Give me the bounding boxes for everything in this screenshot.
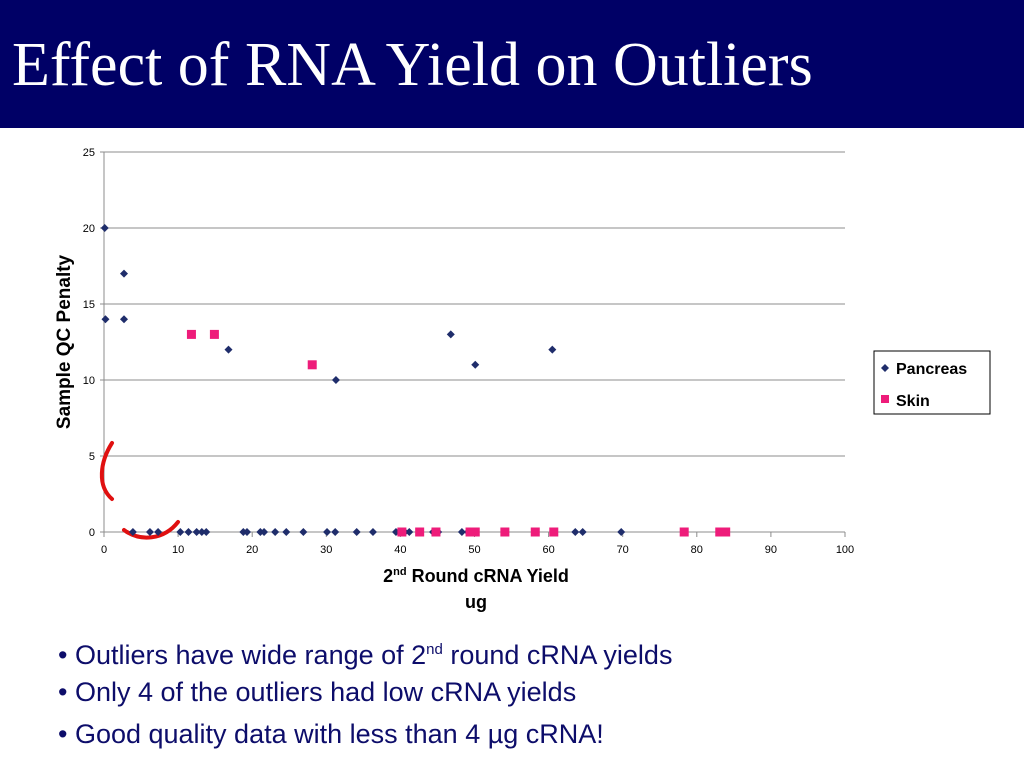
point-pancreas-26 [352, 528, 361, 536]
y-tick-label: 10 [83, 375, 95, 387]
x-tick-label: 0 [101, 544, 107, 556]
point-skin-0 [186, 329, 196, 339]
y-axis-label: Sample QC Penalty [54, 254, 75, 429]
annotation-left-arc [99, 441, 114, 501]
legend-label-pancreas: Pancreas [896, 361, 967, 378]
x-tick-label: 100 [836, 544, 854, 556]
point-pancreas-34 [457, 528, 466, 536]
x-tick-label: 10 [172, 544, 184, 556]
legend-marker-pancreas [881, 364, 889, 372]
point-pancreas-7 [471, 360, 480, 369]
point-skin-1 [209, 329, 219, 339]
axes [100, 151, 846, 537]
point-skin-3 [397, 527, 407, 537]
x-axis-label-line1: 2nd Round cRNA Yield [383, 566, 569, 586]
point-skin-8 [500, 527, 510, 537]
point-pancreas-9 [128, 528, 137, 536]
x-tick-label: 30 [320, 544, 332, 556]
slide-title: Effect of RNA Yield on Outliers [12, 31, 813, 99]
bullet-3-text: • Good quality data with less than 4 µg … [58, 719, 604, 749]
legend-box [873, 350, 991, 415]
point-skin-13 [721, 527, 731, 537]
x-tick-label: 40 [394, 544, 406, 556]
point-skin-2 [307, 360, 317, 370]
point-pancreas-13 [184, 528, 193, 536]
y-tick-labels: 0 5 10 15 20 25 [83, 147, 95, 539]
point-pancreas-2 [120, 269, 129, 278]
point-pancreas-22 [282, 528, 291, 536]
point-pancreas-12 [176, 528, 185, 536]
y-tick-label: 20 [83, 223, 95, 235]
y-tick-label: 0 [89, 527, 95, 539]
bullet-1-prefix: • Outliers have wide range of 2 [58, 640, 427, 670]
point-pancreas-3 [120, 315, 129, 324]
x-tick-label: 20 [246, 544, 258, 556]
point-pancreas-20 [260, 528, 269, 536]
point-pancreas-0 [100, 224, 109, 232]
point-pancreas-39 [617, 528, 626, 536]
point-skin-5 [431, 527, 441, 537]
x-tick-label: 80 [691, 544, 703, 556]
bullet-1-suffix: round cRNA yields [442, 640, 673, 670]
point-pancreas-38 [578, 528, 587, 536]
x-axis-label-prefix: 2 [383, 566, 393, 586]
point-skin-12 [715, 527, 725, 537]
x-tick-label: 70 [617, 544, 629, 556]
point-pancreas-10 [145, 528, 154, 536]
annotation-curve [99, 441, 180, 540]
bullet-3: • Good quality data with less than 4 µg … [58, 716, 672, 758]
point-pancreas-14 [192, 528, 201, 536]
point-pancreas-4 [224, 345, 233, 354]
data-points [100, 224, 731, 537]
point-pancreas-27 [368, 528, 377, 536]
x-tick-label: 60 [542, 544, 554, 556]
x-tick-label: 50 [468, 544, 480, 556]
x-axis-label-suffix: Round cRNA Yield [407, 566, 569, 586]
x-tick-label: 90 [765, 544, 777, 556]
point-skin-6 [465, 527, 475, 537]
point-pancreas-25 [331, 528, 340, 536]
point-pancreas-8 [548, 345, 557, 354]
point-pancreas-37 [571, 528, 580, 536]
point-pancreas-23 [299, 528, 308, 536]
point-pancreas-11 [154, 528, 163, 536]
bullet-1: • Outliers have wide range of 2nd round … [58, 632, 672, 674]
bullet-list: • Outliers have wide range of 2nd round … [58, 632, 672, 758]
bullet-1-sup: nd [426, 641, 443, 658]
point-pancreas-1 [101, 315, 110, 324]
y-tick-label: 5 [89, 451, 95, 463]
point-skin-10 [549, 527, 559, 537]
scatter-chart: 0 5 10 15 20 25 0 10 20 30 40 50 60 70 80 90 100 Sample… [54, 147, 991, 612]
point-skin-11 [679, 527, 689, 537]
bullet-2-text: • Only 4 of the outliers had low cRNA yi… [58, 677, 577, 707]
x-axis-label-sup: nd [393, 566, 406, 578]
point-skin-4 [415, 527, 425, 537]
y-tick-label: 25 [83, 147, 95, 159]
legend: Pancreas Skin [873, 350, 991, 415]
point-pancreas-5 [331, 376, 340, 384]
point-skin-9 [530, 527, 540, 537]
point-pancreas-16 [202, 528, 211, 536]
x-tick-labels: 0 10 20 30 40 50 60 70 80 90 100 [101, 544, 854, 556]
point-skin-7 [470, 527, 480, 537]
y-tick-label: 15 [83, 299, 95, 311]
legend-marker-skin [881, 395, 889, 403]
gridlines [104, 151, 845, 457]
x-axis-label-line2: ug [465, 592, 487, 612]
annotation-bottom-arc [122, 520, 180, 540]
bullet-2: • Only 4 of the outliers had low cRNA yi… [58, 674, 672, 716]
point-pancreas-31 [405, 528, 414, 536]
point-pancreas-24 [323, 528, 332, 536]
point-pancreas-21 [271, 528, 280, 536]
title-bar: Effect of RNA Yield on Outliers [0, 0, 1024, 128]
legend-label-skin: Skin [896, 393, 930, 410]
point-pancreas-18 [243, 528, 252, 536]
point-pancreas-15 [197, 528, 206, 536]
point-pancreas-6 [446, 330, 455, 339]
